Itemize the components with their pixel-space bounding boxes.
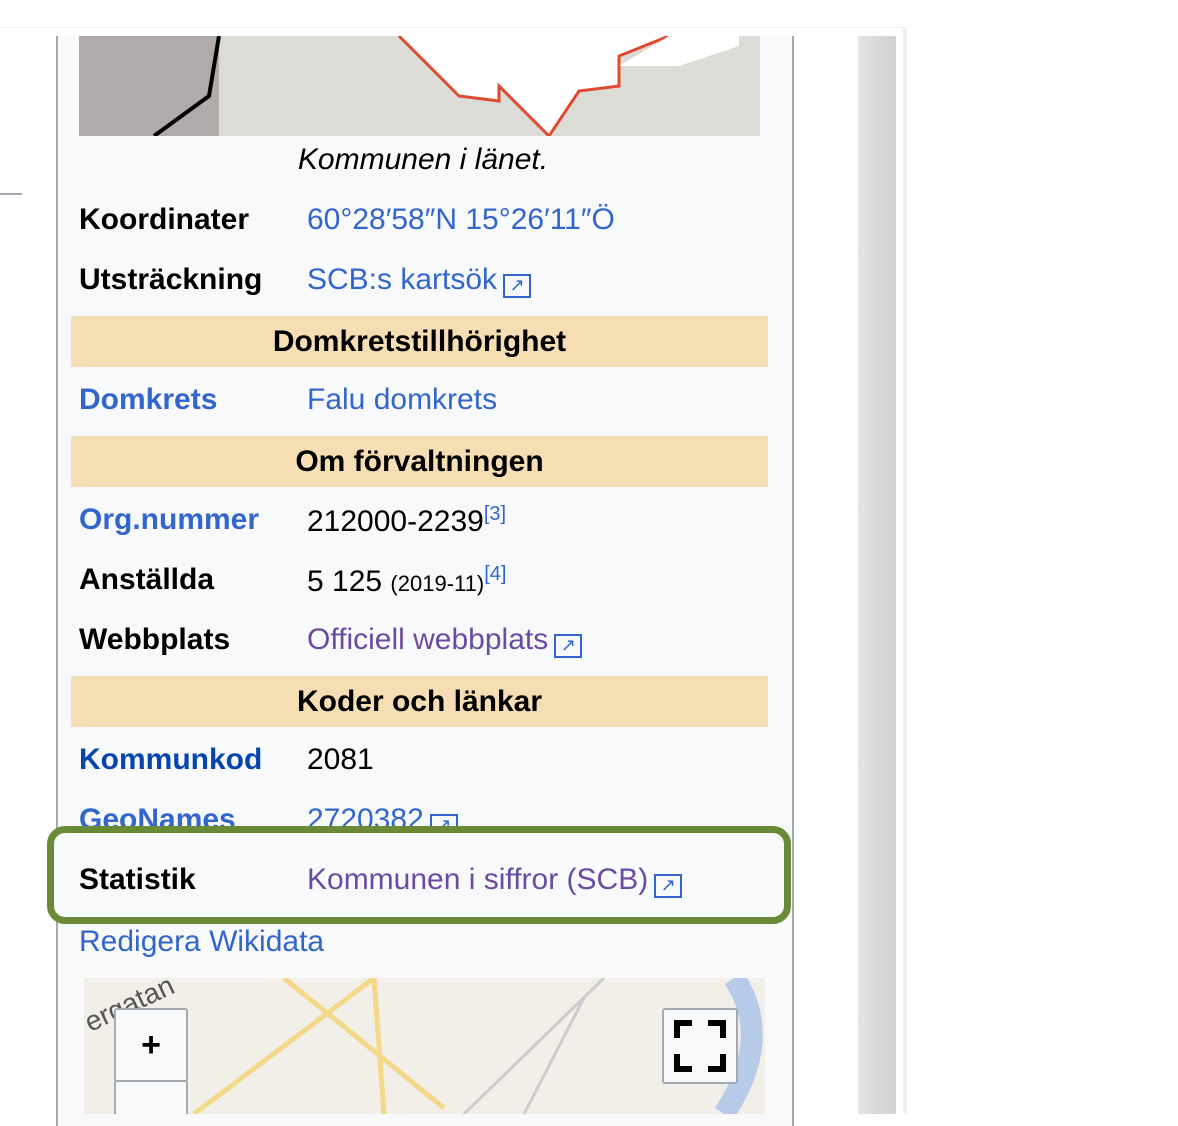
domkrets-link[interactable]: Domkrets	[79, 383, 218, 416]
org-number: 212000-2239[3]	[307, 503, 506, 539]
external-link-icon: ↗	[503, 274, 532, 298]
website-text: Officiell webbplats	[307, 623, 549, 656]
employees-value: 5 125	[307, 565, 383, 598]
label-koordinater: Koordinater	[79, 203, 250, 236]
infobox	[56, 36, 794, 1126]
reference[interactable]: [4]	[484, 563, 507, 585]
map-caption: Kommunen i länet.	[297, 143, 549, 176]
org-nummer-link[interactable]: Org.nummer	[79, 503, 260, 536]
scb-map-text: SCB:s kartsök	[307, 263, 498, 296]
falu-domkrets-link[interactable]: Falu domkrets	[307, 383, 498, 416]
zoom-out-button[interactable]	[114, 1080, 188, 1114]
employees-date: (2019-11)	[390, 571, 485, 596]
org-number-value: 212000-2239	[307, 505, 484, 538]
statistics-link[interactable]: Kommunen i siffror (SCB) ↗	[307, 863, 683, 898]
employees: 5 125 (2019-11)[4]	[307, 563, 506, 599]
label-utstrackning: Utsträckning	[79, 263, 263, 296]
fullscreen-button[interactable]	[662, 1008, 738, 1084]
kommunkod-value: 2081	[307, 743, 374, 776]
location-map[interactable]: ergatan +	[84, 978, 765, 1114]
label-anstallda: Anställda	[79, 563, 215, 596]
divider	[0, 193, 22, 195]
section-header: Koder och länkar	[71, 676, 768, 727]
county-map[interactable]	[79, 34, 760, 139]
panel-edge	[903, 28, 907, 1114]
coordinates-link[interactable]: 60°28′58″N 15°26′11″Ö	[307, 203, 615, 236]
external-link-icon: ↗	[654, 874, 683, 898]
kommunkod-link[interactable]: Kommunkod	[79, 743, 263, 776]
fullscreen-icon	[674, 1020, 726, 1072]
scb-map-link[interactable]: SCB:s kartsök ↗	[307, 263, 532, 298]
external-link-icon: ↗	[554, 634, 583, 658]
edit-wikidata-link[interactable]: Redigera Wikidata	[79, 925, 325, 958]
divider	[0, 27, 905, 28]
reference[interactable]: [3]	[483, 503, 507, 525]
label-webbplats: Webbplats	[79, 623, 231, 656]
website-link[interactable]: Officiell webbplats ↗	[307, 623, 583, 658]
scrollbar[interactable]	[858, 36, 896, 1114]
zoom-in-button[interactable]: +	[114, 1008, 188, 1082]
statistics-text: Kommunen i siffror (SCB)	[307, 863, 649, 896]
section-header: Om förvaltningen	[71, 436, 768, 487]
section-header: Domkretstillhörighet	[71, 316, 768, 367]
label-statistik: Statistik	[79, 863, 196, 896]
